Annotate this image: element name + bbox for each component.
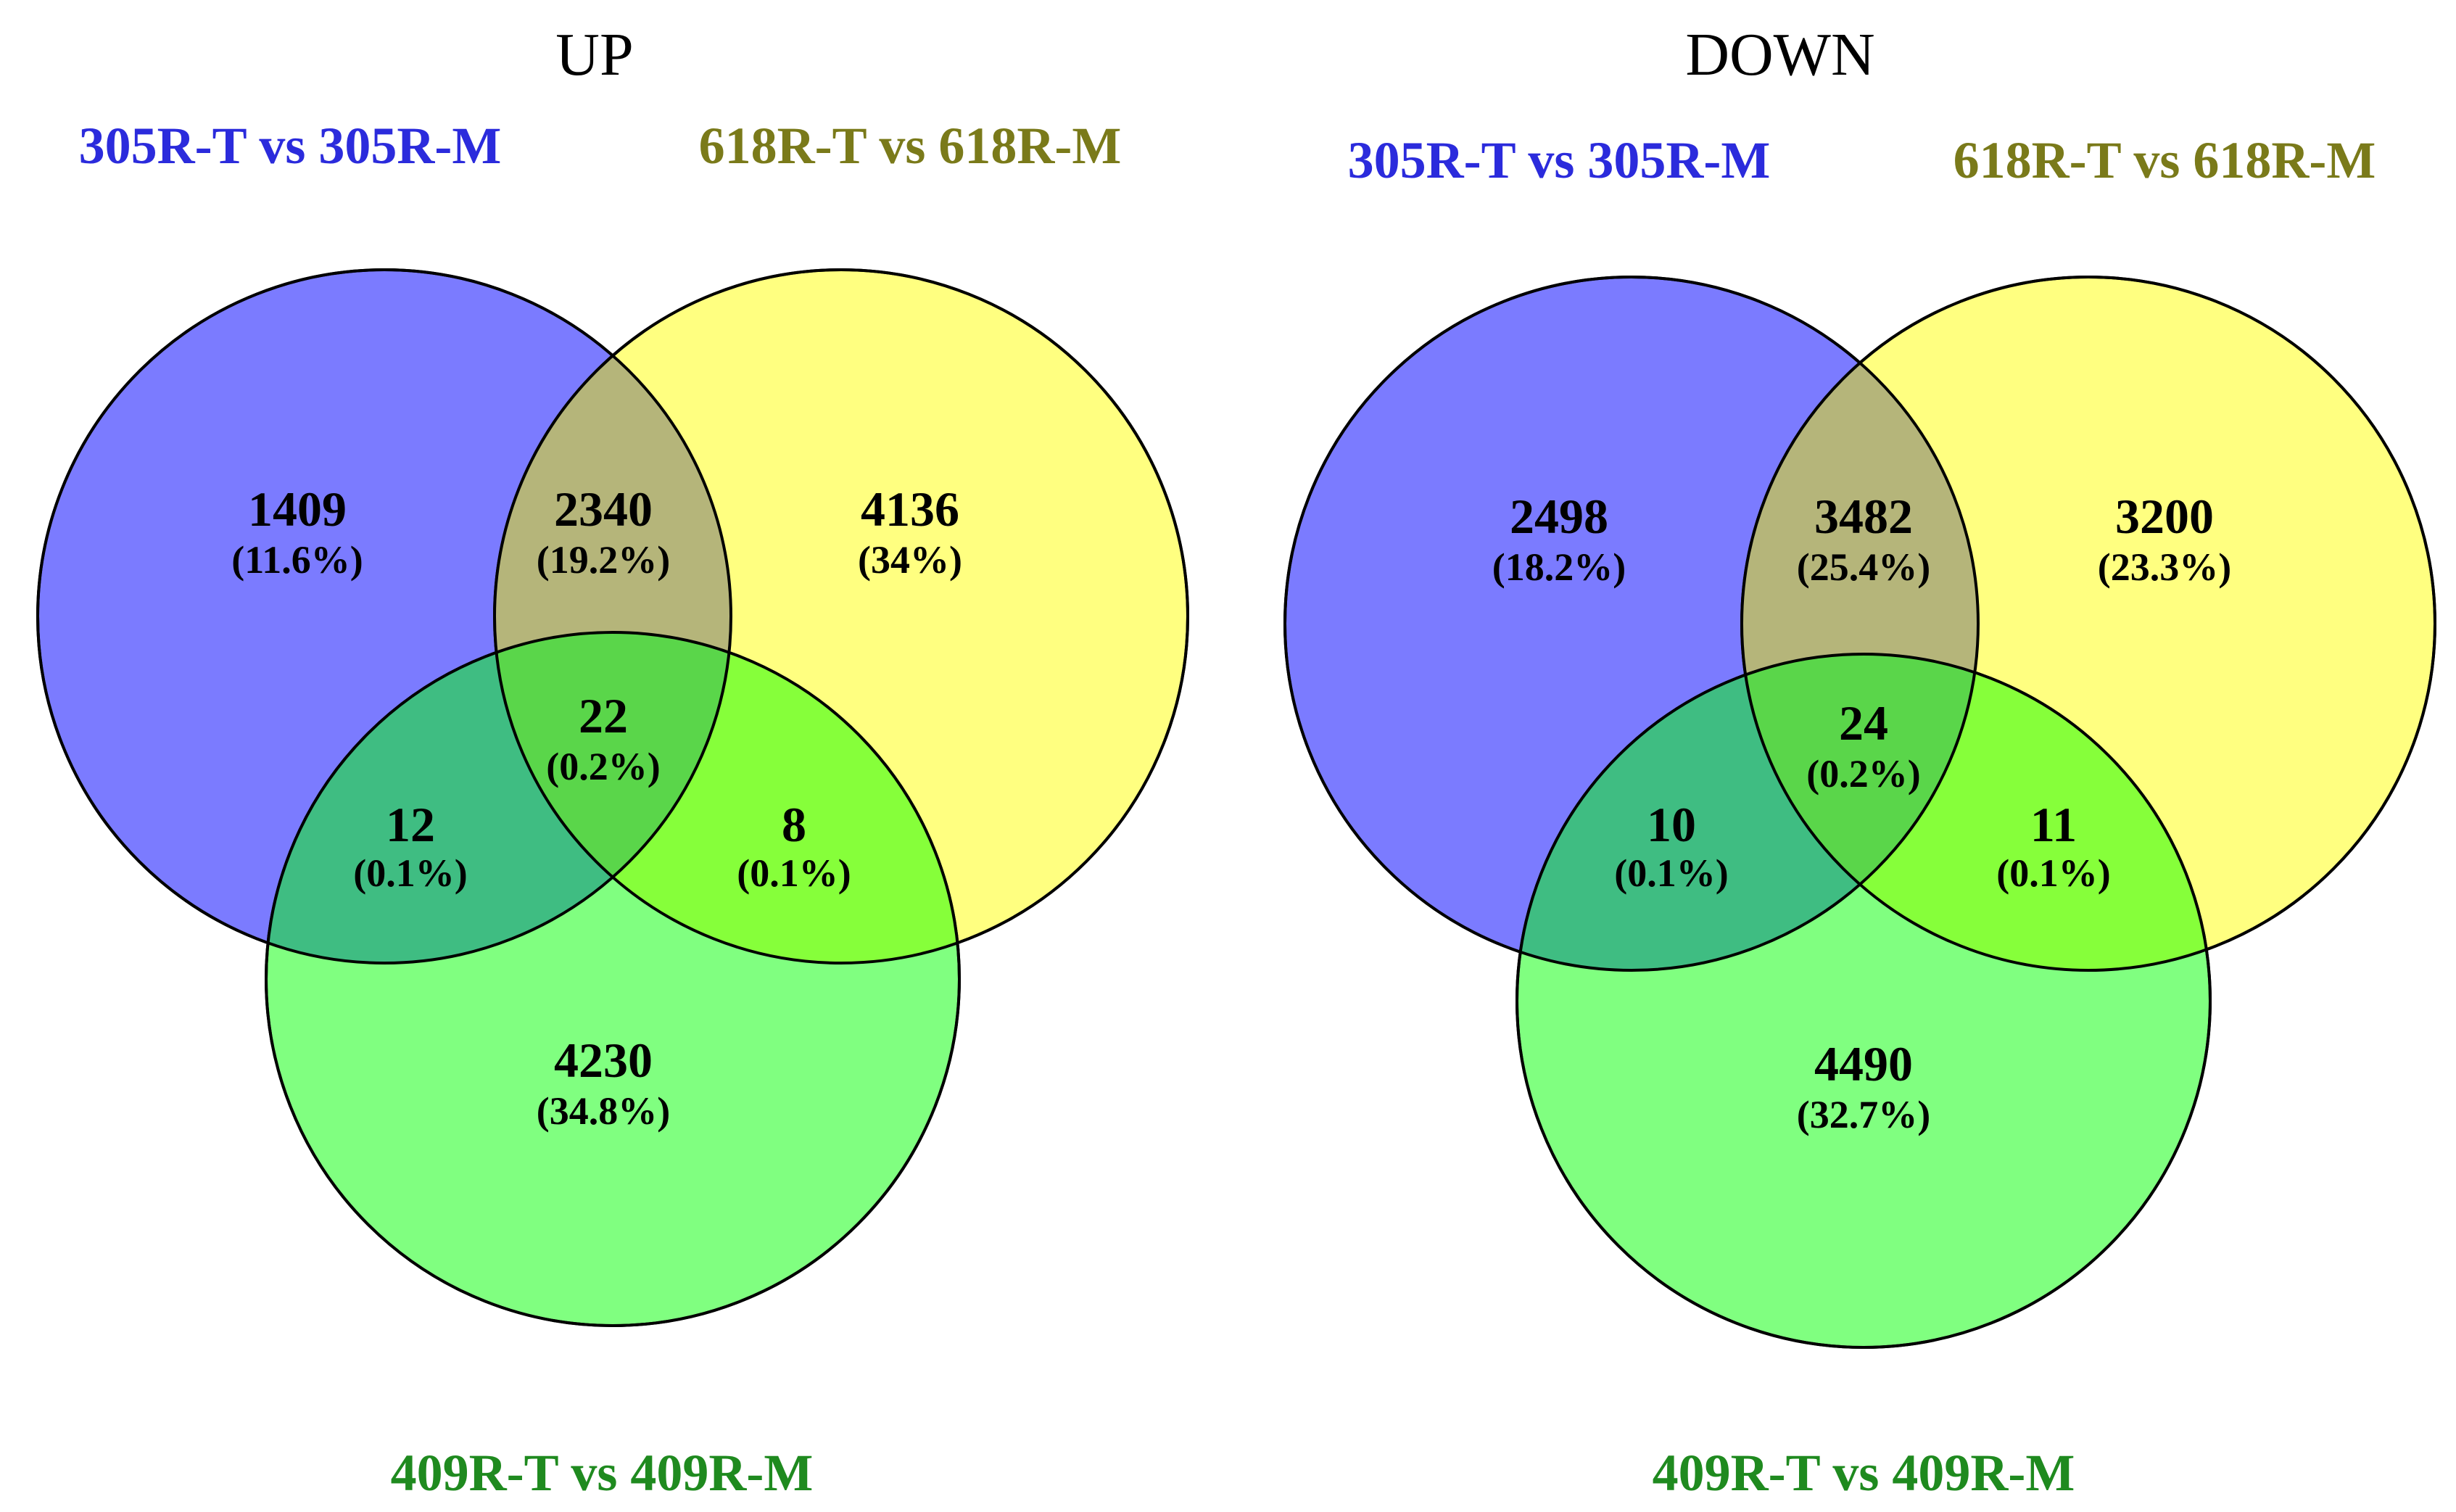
region-bc (1742, 654, 2210, 970)
count-b-only: 4136 (861, 482, 959, 537)
set-a-label: 305R-T vs 305R-M (79, 117, 502, 175)
pct-ab: (25.4%) (1797, 545, 1930, 589)
region-ac (1517, 654, 1978, 970)
count-bc: 11 (2030, 797, 2077, 852)
region-bc (495, 632, 959, 963)
pct-bc: (0.1%) (737, 851, 851, 895)
pct-ac: (0.1%) (1614, 851, 1728, 895)
count-c-only: 4230 (554, 1033, 653, 1088)
count-ab: 3482 (1814, 489, 1913, 544)
venn-panel-down: DOWN 305R-T vs 305R-M 618R-T vs 618R-M 4… (1283, 21, 2436, 1502)
set-a-label: 305R-T vs 305R-M (1348, 131, 1771, 189)
pct-abc: (0.2%) (1806, 752, 1920, 796)
set-b-outline (493, 268, 1189, 964)
set-a-outline (36, 268, 732, 964)
set-c-outline (1516, 653, 2212, 1349)
panel-title: UP (555, 21, 633, 88)
count-c-only: 4490 (1814, 1036, 1913, 1091)
count-ab: 2340 (554, 482, 653, 537)
pct-ac: (0.1%) (353, 851, 467, 895)
set-a-outline (1283, 276, 1980, 972)
set-c-outline (265, 631, 961, 1327)
count-bc: 8 (782, 797, 806, 852)
pct-b-only: (34%) (858, 538, 962, 582)
set-b-outline (1740, 276, 2436, 972)
venn-panel-up: UP 305R-T vs 305R-M 618R-T vs 618R-M 409… (36, 21, 1189, 1502)
panel-title: DOWN (1685, 21, 1874, 88)
count-a-only: 2498 (1510, 489, 1608, 544)
pct-bc: (0.1%) (1996, 851, 2110, 895)
pct-ab: (19.2%) (537, 538, 670, 582)
set-b-label: 618R-T vs 618R-M (699, 117, 1122, 175)
count-abc: 24 (1839, 695, 1888, 751)
set-c-label: 409R-T vs 409R-M (391, 1444, 814, 1502)
pct-c-only: (32.7%) (1797, 1093, 1930, 1136)
region-ac (266, 632, 731, 963)
count-ac: 10 (1647, 797, 1696, 852)
pct-c-only: (34.8%) (537, 1089, 670, 1133)
pct-a-only: (18.2%) (1492, 545, 1626, 589)
count-abc: 22 (579, 688, 628, 743)
set-b-label: 618R-T vs 618R-M (1953, 131, 2376, 189)
set-c-label: 409R-T vs 409R-M (1653, 1444, 2075, 1502)
pct-b-only: (23.3%) (2098, 545, 2231, 589)
count-ac: 12 (386, 797, 435, 852)
pct-abc: (0.2%) (546, 745, 660, 788)
count-a-only: 1409 (248, 482, 347, 537)
pct-a-only: (11.6%) (231, 538, 363, 582)
count-b-only: 3200 (2115, 489, 2214, 544)
